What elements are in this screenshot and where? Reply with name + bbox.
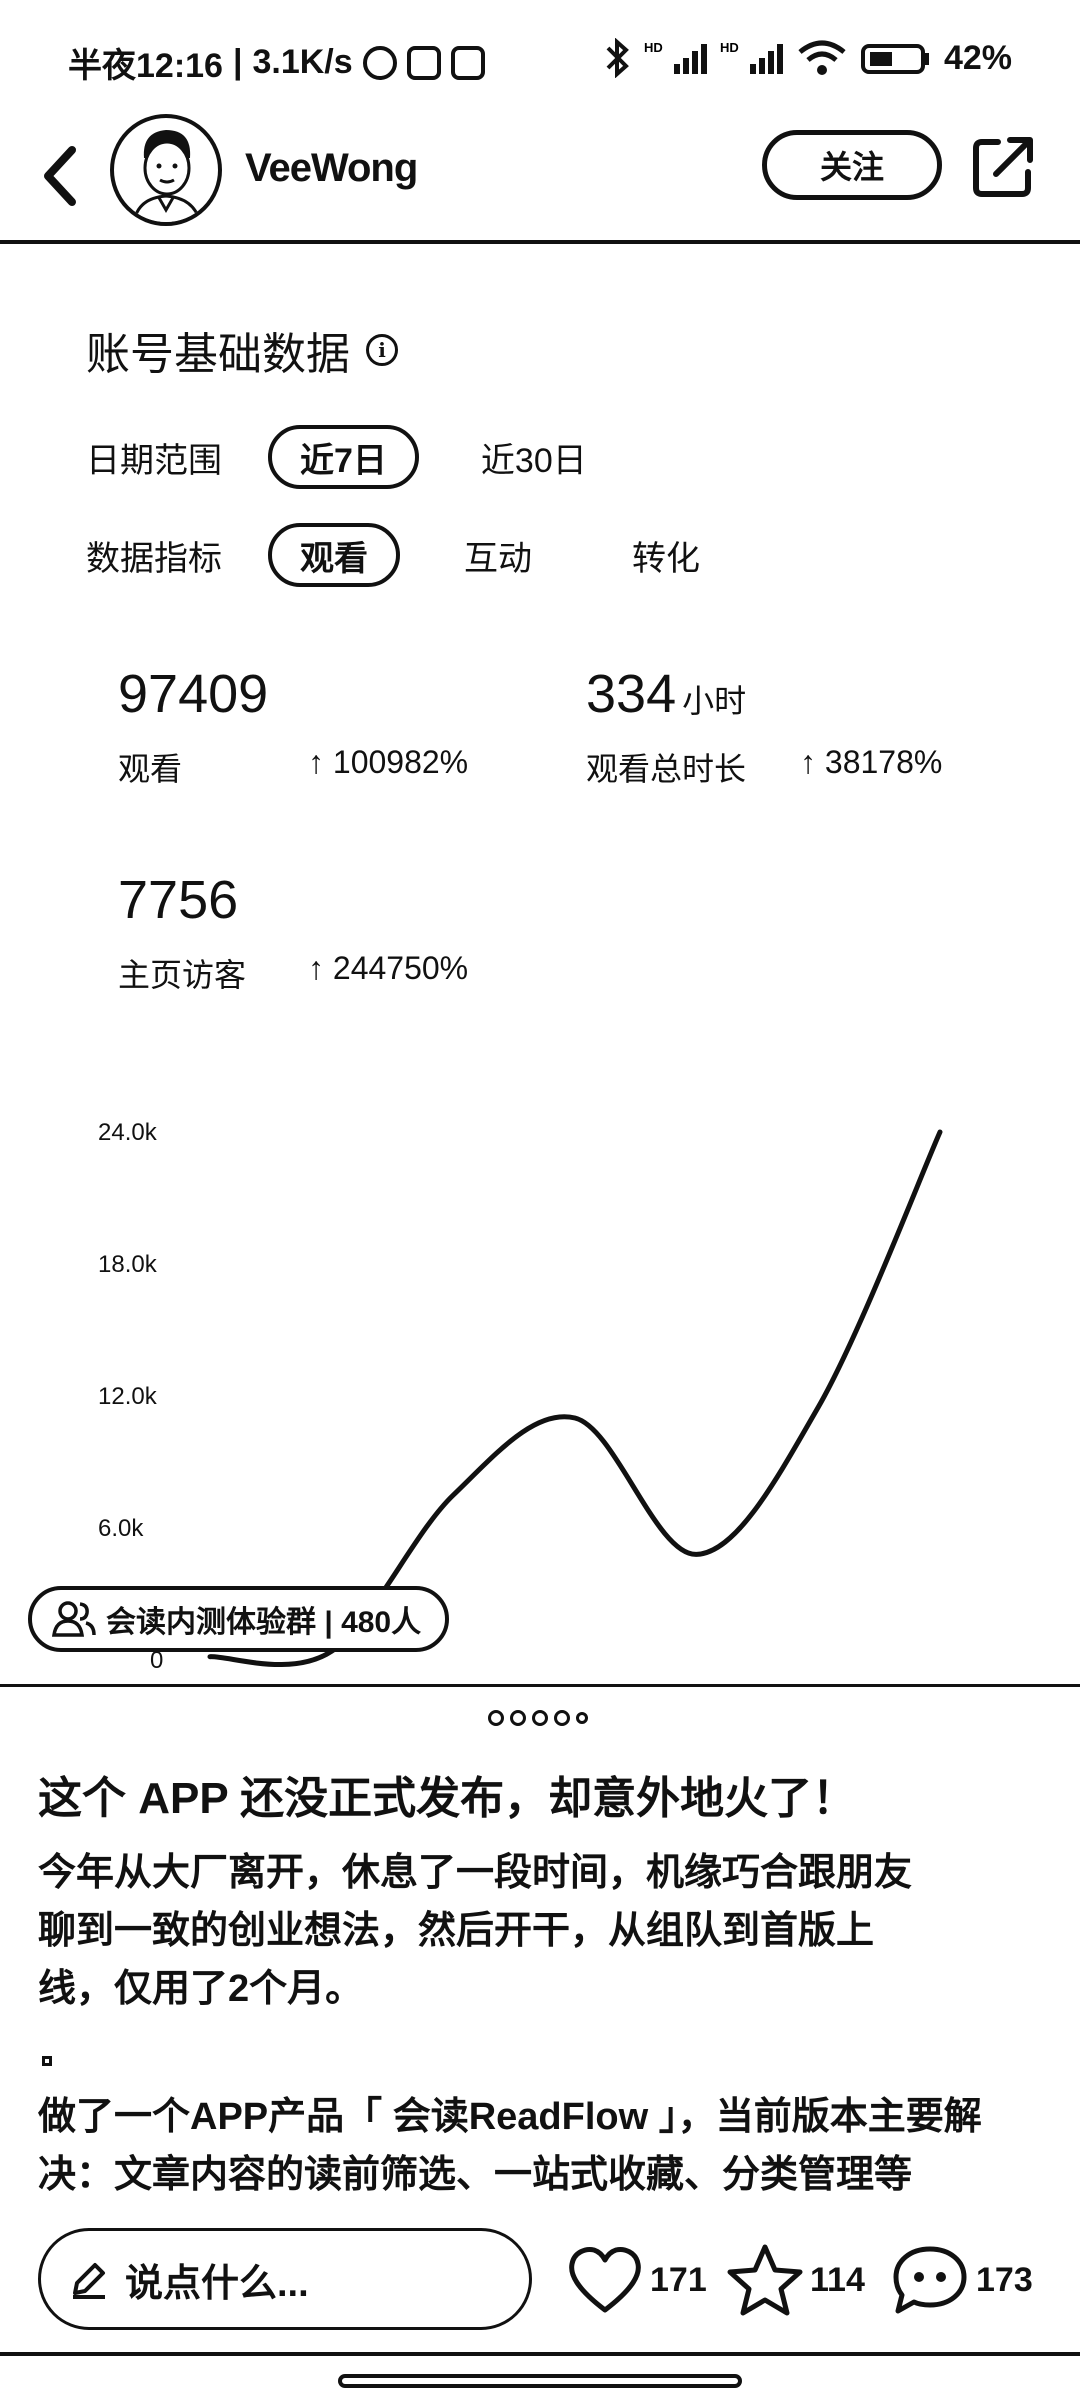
- pencil-icon: [73, 2263, 105, 2299]
- home-indicator[interactable]: [338, 2374, 742, 2388]
- metric-value: 334: [586, 664, 677, 724]
- sheet-divider: [0, 1684, 1080, 1687]
- metric-change: ↑ 38178%: [800, 744, 943, 780]
- metric-type-label: 数据指标: [86, 539, 222, 578]
- group-badge-text: 会读内测体验群 | 480人: [106, 1606, 422, 1639]
- image-pagination-dots: [488, 1710, 588, 1726]
- views-trend-chart: 0 6.0k 12.0k 18.0k 24.0k: [0, 1080, 1080, 1700]
- notification-app-icon: [406, 45, 441, 80]
- bluetooth-icon: [606, 38, 629, 78]
- alarm-icon: [362, 45, 397, 80]
- comment-input[interactable]: 说点什么...: [38, 2228, 532, 2330]
- battery-icon: [860, 44, 929, 74]
- heart-icon: [569, 2247, 641, 2313]
- chevron-left-icon: [44, 146, 76, 206]
- notification-app-icon-2: [450, 45, 485, 80]
- status-net-speed: 3.1K/s: [252, 43, 353, 81]
- follow-button[interactable]: 关注: [762, 130, 942, 200]
- post-line: 线，仅用了2个月。: [38, 1968, 364, 2010]
- metric-profile-visitors: 7756 主页访客 ↑ 244750%: [118, 870, 468, 993]
- svg-text:HD: HD: [644, 40, 663, 55]
- post-line: 聊到一致的创业想法，然后开干，从组队到首版上: [38, 1910, 875, 1952]
- comment-placeholder: 说点什么...: [125, 2262, 309, 2305]
- metric-unit: 小时: [682, 683, 747, 719]
- page-dot: [576, 1712, 588, 1724]
- like-count: 171: [650, 2260, 707, 2299]
- info-icon[interactable]: i: [366, 334, 398, 366]
- signal-icon-sim2: HD: [720, 40, 783, 74]
- metric-value: 7756: [118, 870, 239, 930]
- metric-watch-time: 334 小时 观看总时长 ↑ 38178%: [586, 664, 942, 787]
- wifi-icon: [798, 40, 846, 75]
- post-paragraph-1: 今年从大厂离开，休息了一段时间，机缘巧合跟朋友 聊到一致的创业想法，然后开干，从…: [38, 1844, 1048, 2018]
- share-icon: [973, 137, 1033, 197]
- paragraph-marker: [42, 2056, 52, 2066]
- metric-type-interaction[interactable]: 互动: [464, 539, 532, 578]
- avatar[interactable]: [110, 114, 222, 226]
- status-left: 半夜12:16 | 3.1K/s: [68, 38, 485, 87]
- chat-bubble-icon: [893, 2246, 967, 2314]
- group-badge[interactable]: 会读内测体验群 | 480人: [28, 1586, 450, 1652]
- favorite-button[interactable]: 114: [726, 2238, 865, 2322]
- y-tick-label: 0: [150, 1647, 163, 1674]
- users-icon: [52, 1601, 96, 1637]
- star-icon: [727, 2244, 803, 2316]
- metric-type-filter: 数据指标 观看 互动 转化: [86, 520, 700, 590]
- favorite-count: 114: [810, 2260, 865, 2299]
- back-button[interactable]: [30, 136, 90, 216]
- profile-header: VeeWong 关注: [0, 110, 1080, 244]
- page-dot: [510, 1710, 526, 1726]
- metric-label: 观看总时长: [586, 751, 747, 787]
- like-button[interactable]: 171: [566, 2238, 707, 2322]
- page-dot: [488, 1710, 504, 1726]
- post-line: 决：文章内容的读前筛选、一站式收藏、分类管理等: [38, 2154, 913, 2196]
- metric-label: 主页访客: [118, 957, 247, 993]
- post-paragraph-2: 做了一个APP产品「 会读ReadFlow 」，当前版本主要解 决：文章内容的读…: [38, 2088, 1048, 2204]
- y-tick-label: 18.0k: [98, 1251, 158, 1278]
- metric-change: ↑ 244750%: [308, 950, 469, 986]
- avatar-illustration: [132, 130, 202, 222]
- metric-views: 97409 观看 ↑ 100982%: [118, 664, 468, 787]
- battery-percent: 42%: [943, 38, 1012, 77]
- post-title: 这个 APP 还没正式发布，却意外地火了！: [38, 1774, 857, 1823]
- y-tick-label: 24.0k: [98, 1119, 158, 1146]
- metric-change: ↑ 100982%: [308, 744, 469, 780]
- y-tick-label: 12.0k: [98, 1383, 158, 1410]
- date-range-30d[interactable]: 近30日: [480, 441, 587, 480]
- signal-icon-sim1: HD: [644, 40, 707, 74]
- post-line: 今年从大厂离开，休息了一段时间，机缘巧合跟朋友: [38, 1852, 913, 1894]
- comment-button[interactable]: 173: [890, 2238, 1033, 2322]
- date-range-label: 日期范围: [86, 441, 222, 480]
- date-range-filter: 日期范围 近7日 近30日: [86, 422, 587, 492]
- metric-label: 观看: [118, 751, 183, 787]
- section-title-text: 账号基础数据: [86, 330, 350, 379]
- post-line: 做了一个APP产品「 会读ReadFlow 」，当前版本主要解: [38, 2096, 982, 2138]
- bottom-divider: [0, 2352, 1080, 2356]
- status-time: 半夜12:16: [68, 47, 223, 85]
- metric-type-views[interactable]: 观看: [268, 523, 400, 587]
- page-dot: [532, 1710, 548, 1726]
- status-separator: |: [232, 43, 243, 81]
- svg-text:HD: HD: [720, 40, 739, 55]
- section-title: 账号基础数据 i: [86, 318, 398, 382]
- date-range-7d[interactable]: 近7日: [268, 425, 419, 489]
- username[interactable]: VeeWong: [245, 146, 418, 190]
- metric-value: 97409: [118, 664, 269, 724]
- page-dot: [554, 1710, 570, 1726]
- y-tick-label: 6.0k: [98, 1515, 144, 1542]
- status-bar: 半夜12:16 | 3.1K/s HD HD: [0, 0, 1080, 120]
- comment-count: 173: [976, 2260, 1033, 2299]
- share-button[interactable]: [968, 132, 1038, 202]
- chart-svg: 0 6.0k 12.0k 18.0k 24.0k: [98, 1119, 943, 1674]
- status-right: HD HD 42%: [602, 38, 1012, 78]
- series-line: [207, 1129, 943, 1667]
- metric-type-conversion[interactable]: 转化: [632, 539, 700, 578]
